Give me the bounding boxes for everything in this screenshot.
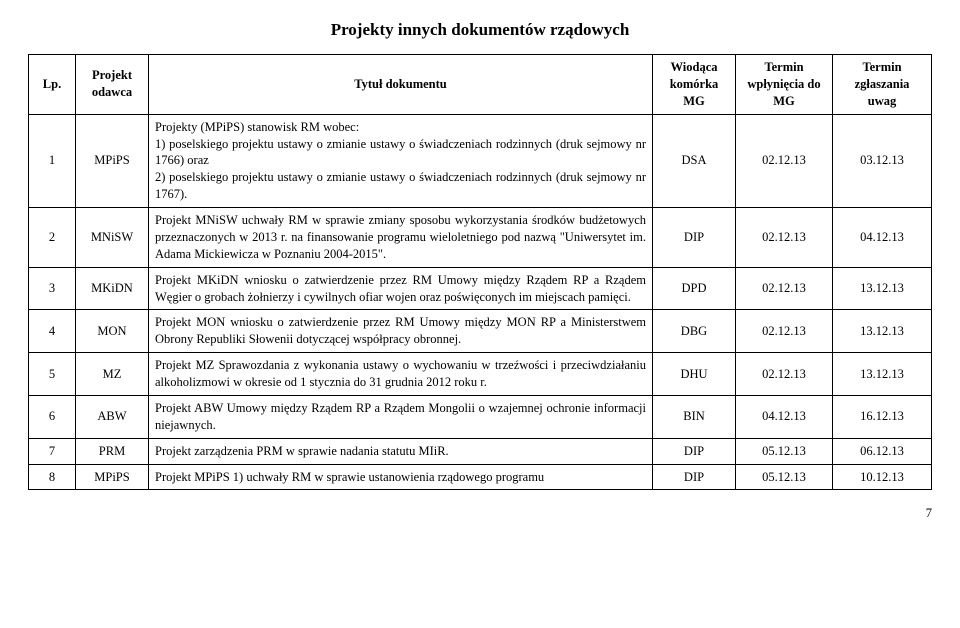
cell-tytul: Projekt zarządzenia PRM w sprawie nadani… bbox=[149, 438, 653, 464]
cell-odawca: MON bbox=[76, 310, 149, 353]
cell-lp: 1 bbox=[29, 114, 76, 207]
cell-odawca: ABW bbox=[76, 395, 149, 438]
cell-wplyniecia: 05.12.13 bbox=[736, 438, 833, 464]
table-row: 2MNiSWProjekt MNiSW uchwały RM w sprawie… bbox=[29, 208, 932, 268]
cell-wplyniecia: 04.12.13 bbox=[736, 395, 833, 438]
cell-zglaszania: 10.12.13 bbox=[833, 464, 932, 490]
table-row: 1MPiPSProjekty (MPiPS) stanowisk RM wobe… bbox=[29, 114, 932, 207]
cell-wplyniecia: 02.12.13 bbox=[736, 208, 833, 268]
cell-mg: DSA bbox=[653, 114, 736, 207]
table-row: 5MZProjekt MZ Sprawozdania z wykonania u… bbox=[29, 353, 932, 396]
cell-lp: 4 bbox=[29, 310, 76, 353]
table-row: 8MPiPSProjekt MPiPS 1) uchwały RM w spra… bbox=[29, 464, 932, 490]
cell-zglaszania: 06.12.13 bbox=[833, 438, 932, 464]
cell-mg: DBG bbox=[653, 310, 736, 353]
cell-mg: BIN bbox=[653, 395, 736, 438]
cell-wplyniecia: 02.12.13 bbox=[736, 310, 833, 353]
cell-lp: 5 bbox=[29, 353, 76, 396]
cell-odawca: PRM bbox=[76, 438, 149, 464]
col-header-wplyniecia: Termin wpłynięcia do MG bbox=[736, 55, 833, 115]
page-number: 7 bbox=[28, 506, 932, 521]
cell-odawca: MPiPS bbox=[76, 464, 149, 490]
cell-mg: DIP bbox=[653, 464, 736, 490]
cell-odawca: MKiDN bbox=[76, 267, 149, 310]
cell-odawca: MZ bbox=[76, 353, 149, 396]
col-header-tytul: Tytuł dokumentu bbox=[149, 55, 653, 115]
cell-odawca: MPiPS bbox=[76, 114, 149, 207]
col-header-odawca: Projekt odawca bbox=[76, 55, 149, 115]
cell-zglaszania: 13.12.13 bbox=[833, 310, 932, 353]
cell-mg: DIP bbox=[653, 438, 736, 464]
cell-zglaszania: 13.12.13 bbox=[833, 267, 932, 310]
cell-lp: 2 bbox=[29, 208, 76, 268]
cell-odawca: MNiSW bbox=[76, 208, 149, 268]
cell-wplyniecia: 02.12.13 bbox=[736, 353, 833, 396]
cell-lp: 3 bbox=[29, 267, 76, 310]
cell-mg: DPD bbox=[653, 267, 736, 310]
cell-wplyniecia: 02.12.13 bbox=[736, 267, 833, 310]
table-row: 7PRMProjekt zarządzenia PRM w sprawie na… bbox=[29, 438, 932, 464]
cell-tytul: Projekty (MPiPS) stanowisk RM wobec: 1) … bbox=[149, 114, 653, 207]
cell-tytul: Projekt MKiDN wniosku o zatwierdzenie pr… bbox=[149, 267, 653, 310]
table-row: 3MKiDNProjekt MKiDN wniosku o zatwierdze… bbox=[29, 267, 932, 310]
col-header-lp: Lp. bbox=[29, 55, 76, 115]
table-row: 4MONProjekt MON wniosku o zatwierdzenie … bbox=[29, 310, 932, 353]
cell-wplyniecia: 05.12.13 bbox=[736, 464, 833, 490]
cell-mg: DHU bbox=[653, 353, 736, 396]
col-header-mg: Wiodąca komórka MG bbox=[653, 55, 736, 115]
cell-zglaszania: 03.12.13 bbox=[833, 114, 932, 207]
cell-lp: 6 bbox=[29, 395, 76, 438]
cell-zglaszania: 16.12.13 bbox=[833, 395, 932, 438]
cell-tytul: Projekt MZ Sprawozdania z wykonania usta… bbox=[149, 353, 653, 396]
cell-tytul: Projekt MNiSW uchwały RM w sprawie zmian… bbox=[149, 208, 653, 268]
cell-zglaszania: 13.12.13 bbox=[833, 353, 932, 396]
cell-lp: 8 bbox=[29, 464, 76, 490]
cell-tytul: Projekt MON wniosku o zatwierdzenie prze… bbox=[149, 310, 653, 353]
cell-mg: DIP bbox=[653, 208, 736, 268]
table-header-row: Lp. Projekt odawca Tytuł dokumentu Wiodą… bbox=[29, 55, 932, 115]
documents-table: Lp. Projekt odawca Tytuł dokumentu Wiodą… bbox=[28, 54, 932, 490]
col-header-zglaszania: Termin zgłaszania uwag bbox=[833, 55, 932, 115]
table-row: 6ABWProjekt ABW Umowy między Rządem RP a… bbox=[29, 395, 932, 438]
cell-wplyniecia: 02.12.13 bbox=[736, 114, 833, 207]
cell-lp: 7 bbox=[29, 438, 76, 464]
cell-zglaszania: 04.12.13 bbox=[833, 208, 932, 268]
cell-tytul: Projekt ABW Umowy między Rządem RP a Rzą… bbox=[149, 395, 653, 438]
cell-tytul: Projekt MPiPS 1) uchwały RM w sprawie us… bbox=[149, 464, 653, 490]
page-title: Projekty innych dokumentów rządowych bbox=[28, 20, 932, 40]
